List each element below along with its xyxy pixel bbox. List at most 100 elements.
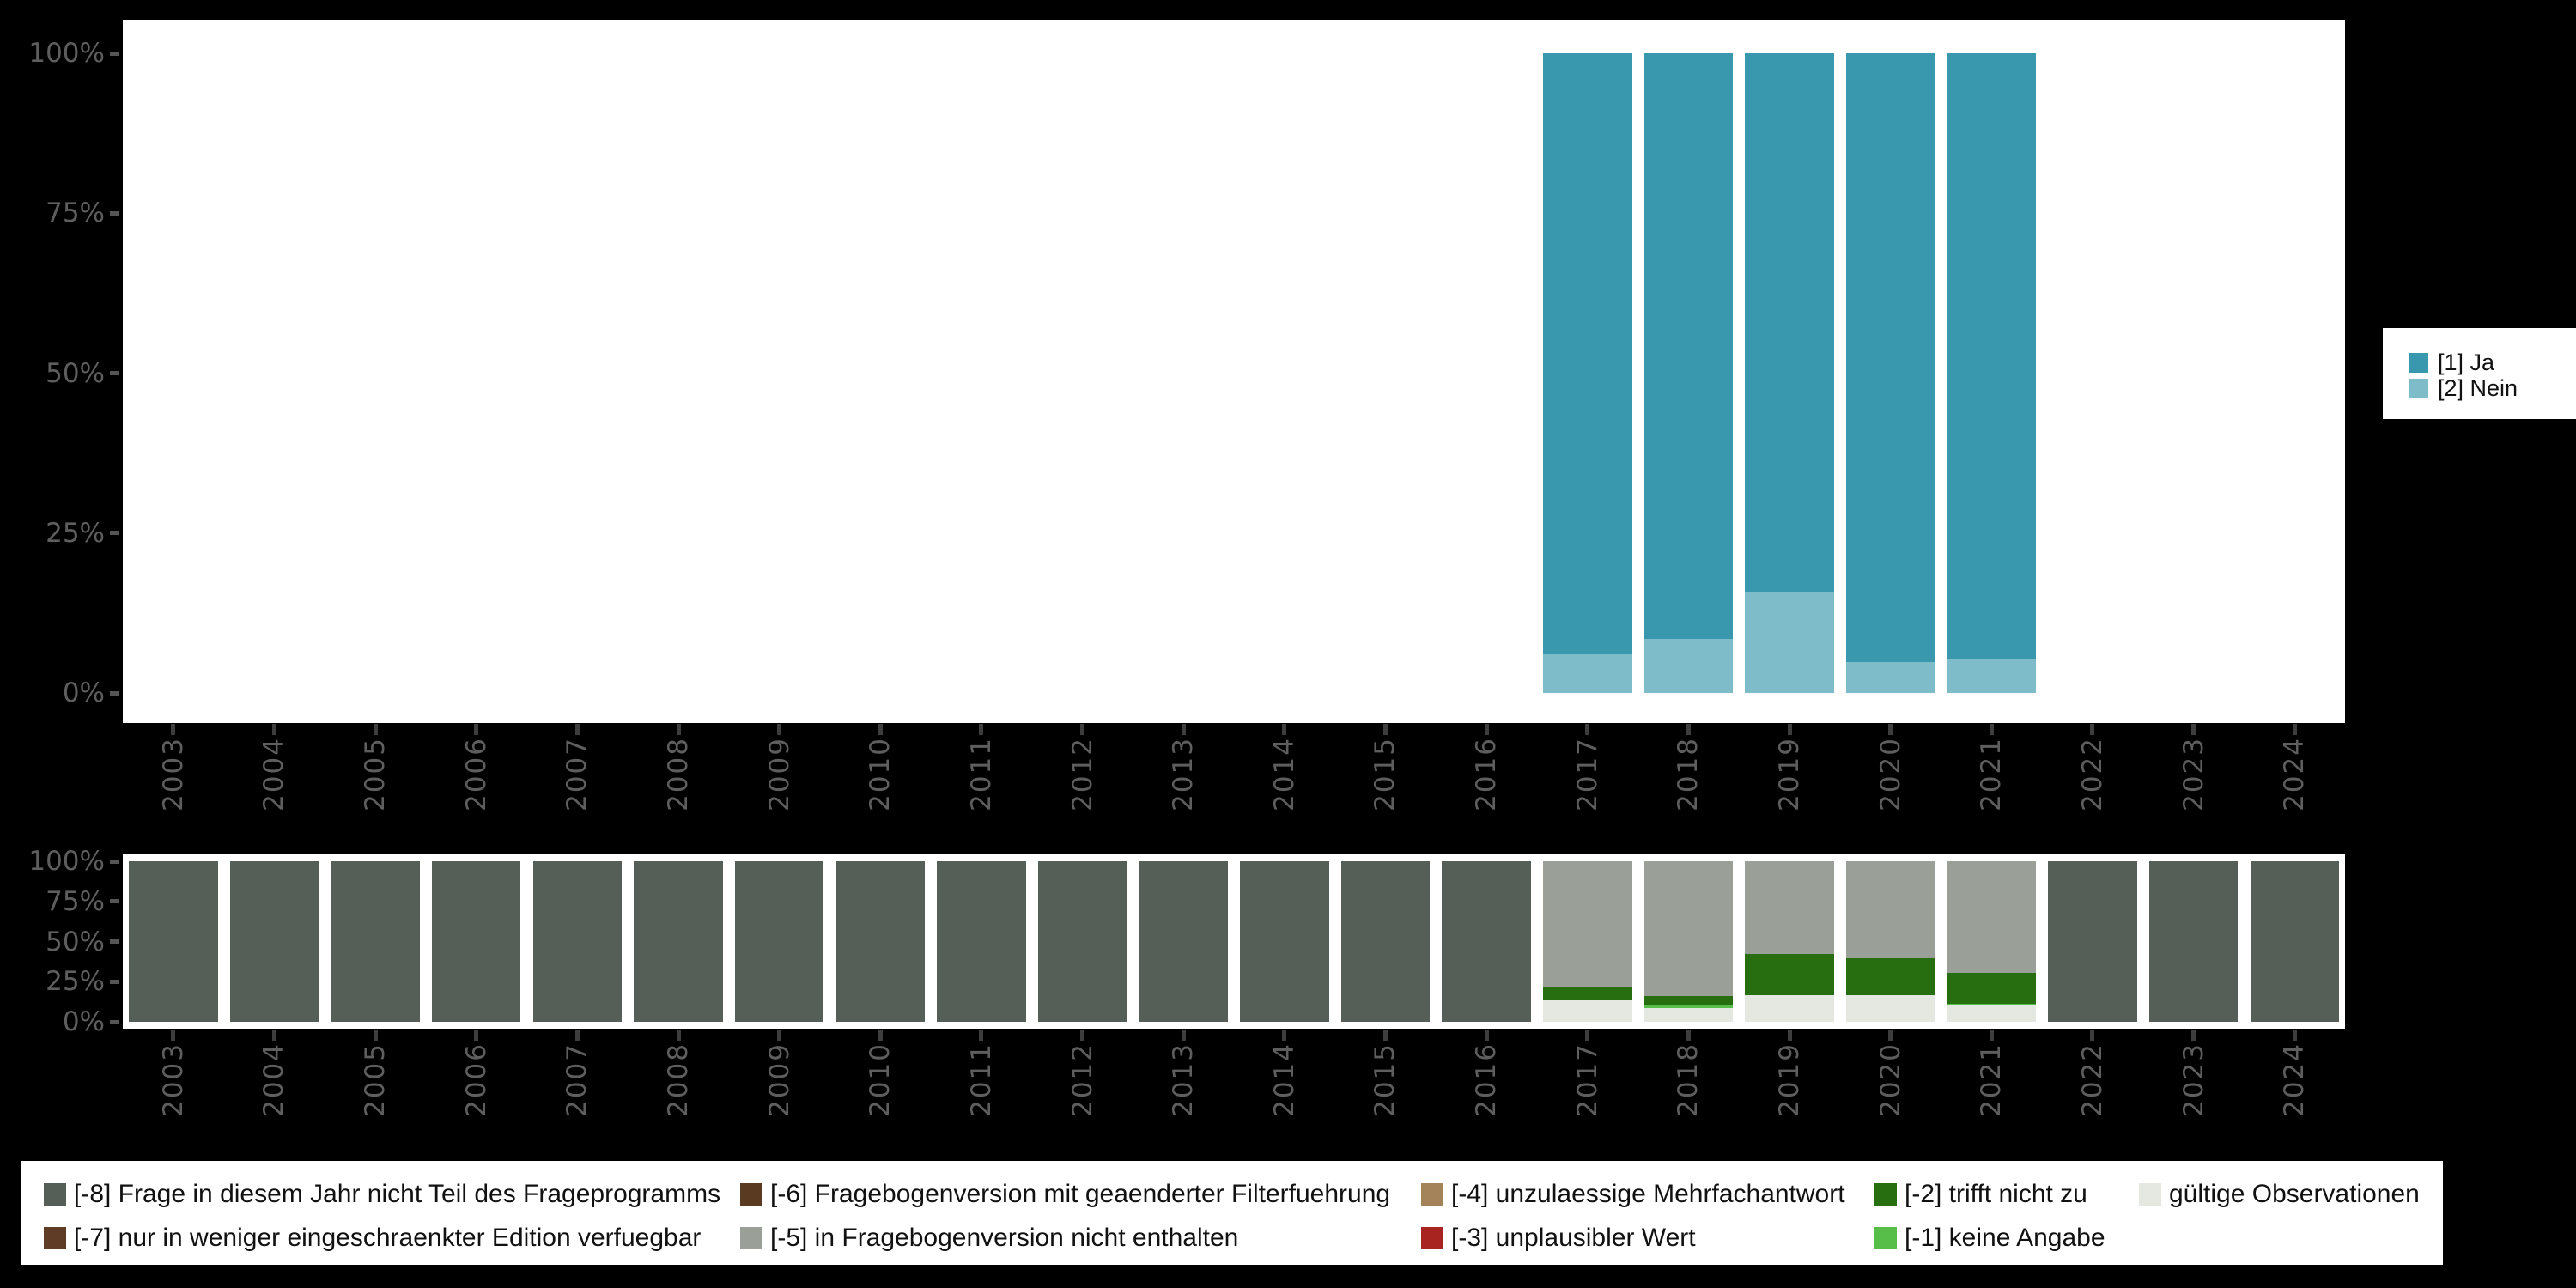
missings-bars [123,861,2345,1022]
bar-segment [1643,1005,1734,1008]
bar-segment [1745,953,1834,996]
x-tick [2292,1030,2297,1041]
legend-label: [-8] Frage in diesem Jahr nicht Teil des… [74,1180,721,1208]
bar-segment [1947,659,2037,693]
bar-segment [734,861,824,1022]
x-tick-label: 2018 [1673,737,1704,811]
bar-segment [1139,861,1228,1022]
x-tick-label: 2004 [258,1042,290,1117]
answers-legend: [1] Ja [2] Nein [2383,328,2576,419]
y-tick-label: 100% [28,38,105,69]
bar-slot-2022 [2042,53,2143,693]
x-tick-label: 2013 [1168,1042,1200,1117]
legend-swatch [1874,1183,1897,1206]
legend-swatch [740,1183,762,1206]
y-tick [110,51,119,56]
bar-segment [229,861,319,1022]
x-tick-label: 2015 [1370,1042,1401,1117]
x-tick [1989,724,1994,735]
legend-label: [-6] Fragebogenversion mit geaenderter F… [770,1180,1391,1208]
legend-swatch [2409,353,2428,373]
bar-slot-2019 [1739,53,1840,693]
bar-slot-2014 [1234,861,1335,1022]
legend-label: [-1] keine Angabe [1905,1224,2105,1252]
x-tick-label: 2005 [360,737,392,811]
x-tick [1888,724,1893,735]
x-tick [373,1030,378,1041]
x-tick [1382,1030,1388,1041]
bar-segment [1643,1007,1734,1022]
x-tick-label: 2020 [1874,737,1906,811]
bar-segment [1745,995,1834,1022]
x-tick-label: 2010 [865,737,896,811]
legend-swatch [44,1227,66,1249]
x-tick [271,724,276,735]
bar-segment [1543,53,1632,655]
y-tick [110,859,119,864]
x-tick-label: 2024 [2279,1042,2311,1117]
x-tick [2191,724,2196,735]
bar-slot-2012 [1032,53,1133,693]
x-tick [2292,724,2297,735]
bar-segment [937,861,1026,1022]
x-tick [1989,1030,1994,1041]
x-tick [1282,724,1287,735]
bar-segment [1947,1004,2037,1006]
x-tick-label: 2019 [1774,1042,1805,1117]
bar-segment [1643,996,1734,1006]
x-tick [1282,1030,1287,1041]
legend-swatch [1421,1183,1443,1206]
legend-entry: [-4] unzulaessige Mehrfachantwort [1421,1180,1845,1209]
x-tick-label: 2008 [663,1042,694,1117]
x-tick-label: 2006 [460,737,492,811]
bar-segment [1340,861,1431,1022]
bar-segment [1947,861,2037,974]
x-tick [1686,724,1691,735]
bar-slot-2014 [1234,53,1335,693]
bar-slot-2018 [1638,53,1740,693]
x-tick-label: 2010 [865,1042,896,1117]
x-tick-label: 2022 [2076,1042,2108,1117]
x-tick-label: 2014 [1268,1042,1300,1117]
bar-segment [634,861,723,1022]
bar-segment [331,861,420,1022]
y-tick-label: 50% [46,357,105,389]
x-tick [979,1030,984,1041]
legend-entry: gültige Observationen [2139,1180,2420,1209]
x-tick [878,1030,883,1041]
bar-slot-2019 [1739,861,1840,1022]
bar-slot-2021 [1941,861,2043,1022]
y-tick-label: 75% [46,885,105,917]
bar-segment [1947,973,2037,1005]
bar-segment [2148,861,2239,1022]
x-tick [1585,724,1590,735]
x-tick-label: 2012 [1066,737,1098,811]
bar-slot-2008 [628,53,729,693]
bar-slot-2020 [1840,53,1941,693]
bar-slot-2005 [325,861,426,1022]
x-tick [1181,724,1186,735]
x-tick [474,724,479,735]
bar-slot-2003 [123,861,224,1022]
x-tick [777,1030,782,1041]
x-tick-label: 2004 [258,737,290,811]
bar-slot-2010 [829,53,931,693]
bar-segment [1543,1000,1632,1022]
x-tick-label: 2017 [1571,737,1603,811]
bar-slot-2004 [224,53,325,693]
x-tick-label: 2008 [663,737,694,811]
legend-label: [-7] nur in weniger eingeschraenkter Edi… [74,1224,702,1252]
x-tick [2090,1030,2095,1041]
x-tick-label: 2011 [965,737,997,811]
x-tick [1585,1030,1590,1041]
x-tick-label: 2023 [2178,737,2209,811]
bar-slot-2011 [931,53,1032,693]
legend-label: [-5] in Fragebogenversion nicht enthalte… [770,1224,1239,1252]
x-tick-label: 2022 [2076,737,2108,811]
legend-label: [-2] trifft nicht zu [1905,1180,2087,1208]
x-tick-label: 2016 [1471,737,1503,811]
bar-slot-2022 [2042,861,2143,1022]
x-tick [1787,724,1792,735]
bar-slot-2012 [1032,861,1133,1022]
